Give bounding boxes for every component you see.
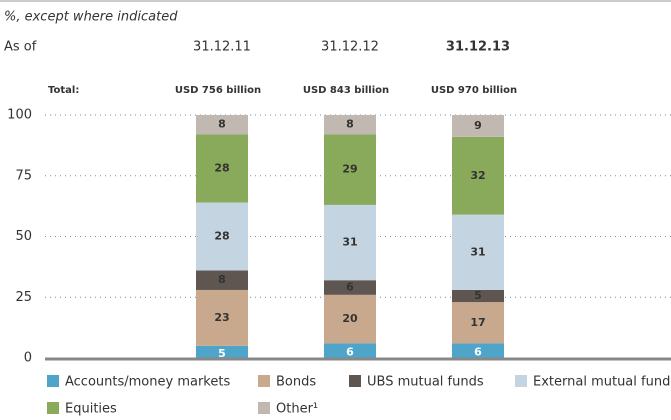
bar-segment — [196, 134, 248, 203]
bar-segment — [452, 115, 504, 137]
legend-swatch — [47, 402, 59, 414]
data-label: 5 — [218, 347, 226, 360]
total-label: USD 970 billion — [431, 85, 517, 96]
legend-swatch — [349, 375, 361, 387]
data-label: 6 — [346, 281, 354, 294]
data-label: 20 — [342, 312, 358, 325]
data-label: 32 — [470, 169, 485, 182]
legend-label: Other¹ — [276, 402, 318, 417]
bar-segment — [324, 115, 376, 135]
x-tick-label: 31.12.11 — [193, 40, 251, 55]
bar-segment — [196, 289, 248, 346]
legend-label: Equities — [65, 402, 117, 417]
bar-segment — [452, 214, 504, 290]
bar-segment — [196, 115, 248, 135]
data-label: 31 — [470, 245, 485, 258]
bar-segment — [452, 289, 504, 303]
bar-segment — [324, 134, 376, 205]
bar-segment — [324, 204, 376, 281]
totals-label: Total: — [48, 85, 79, 96]
legend-label: Bonds — [276, 375, 316, 390]
bar-segment — [196, 270, 248, 290]
y-tick-label: 75 — [15, 168, 32, 183]
bar-segment — [324, 280, 376, 295]
data-label: 28 — [214, 161, 229, 174]
y-tick-label: 50 — [15, 229, 32, 244]
x-tick-label: 31.12.13 — [446, 40, 510, 55]
x-tick-label: 31.12.12 — [321, 40, 379, 55]
bar-segment — [196, 345, 248, 358]
data-label: 23 — [214, 311, 229, 324]
subtitle: %, except where indicated — [4, 10, 178, 25]
legend-label: UBS mutual funds — [367, 375, 484, 390]
bar-segment — [324, 294, 376, 344]
data-label: 31 — [342, 236, 357, 249]
data-label: 29 — [342, 163, 357, 176]
bar-segment — [452, 302, 504, 344]
legend-swatch — [47, 375, 59, 387]
legend-swatch — [515, 375, 527, 387]
data-label: 8 — [218, 118, 226, 131]
data-label: 8 — [346, 118, 354, 131]
data-label: 28 — [214, 230, 229, 243]
legend-swatch — [258, 402, 270, 414]
legend-label: Accounts/money markets — [65, 375, 230, 390]
bar-segment — [452, 136, 504, 215]
data-label: 6 — [346, 346, 354, 359]
x-label: As of — [4, 40, 37, 55]
data-label: 9 — [474, 119, 482, 132]
total-label: USD 843 billion — [303, 85, 389, 96]
y-tick-label: 25 — [15, 290, 32, 305]
bar-segment — [196, 202, 248, 271]
data-label: 6 — [474, 346, 482, 359]
data-label: 8 — [218, 273, 226, 286]
legend-label: External mutual funds — [533, 375, 671, 390]
data-label: 5 — [474, 289, 482, 302]
bar-segment — [324, 343, 376, 358]
data-label: 17 — [470, 316, 485, 329]
y-tick-label: 0 — [24, 351, 32, 366]
legend-swatch — [258, 375, 270, 387]
y-tick-label: 100 — [7, 108, 32, 123]
total-label: USD 756 billion — [175, 85, 261, 96]
bar-segment — [452, 343, 504, 358]
